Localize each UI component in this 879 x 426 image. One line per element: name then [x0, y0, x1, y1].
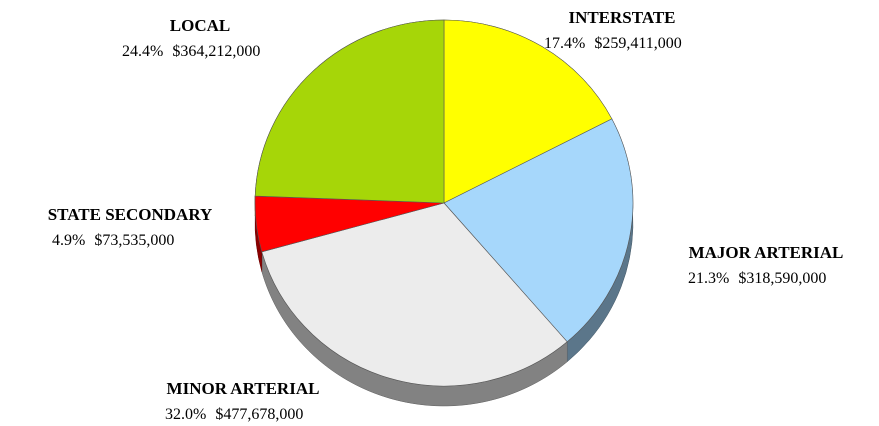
slice: [443, 118, 634, 343]
slice-label: MINOR ARTERIAL: [167, 379, 320, 398]
value-label: 17.4%: [544, 35, 585, 52]
value-label: 21.3%: [688, 270, 729, 287]
slice-label: STATE SECONDARY: [48, 205, 213, 224]
amount-label: $318,590,000: [738, 270, 826, 287]
slice-label: MAJOR ARTERIAL: [689, 243, 844, 262]
slice: [443, 19, 613, 204]
amount-label: $73,535,000: [94, 232, 174, 249]
slice-label: LOCAL: [170, 16, 230, 35]
slice: [261, 202, 568, 387]
amount-label: $259,411,000: [594, 35, 681, 52]
slice-label: INTERSTATE: [568, 8, 675, 27]
amount-label: $477,678,000: [215, 406, 303, 423]
amount-label: $364,212,000: [172, 43, 260, 60]
value-label: 32.0%: [165, 406, 206, 423]
value-label: 24.4%: [122, 43, 163, 60]
slice: [254, 19, 445, 204]
value-label: 4.9%: [52, 232, 85, 249]
